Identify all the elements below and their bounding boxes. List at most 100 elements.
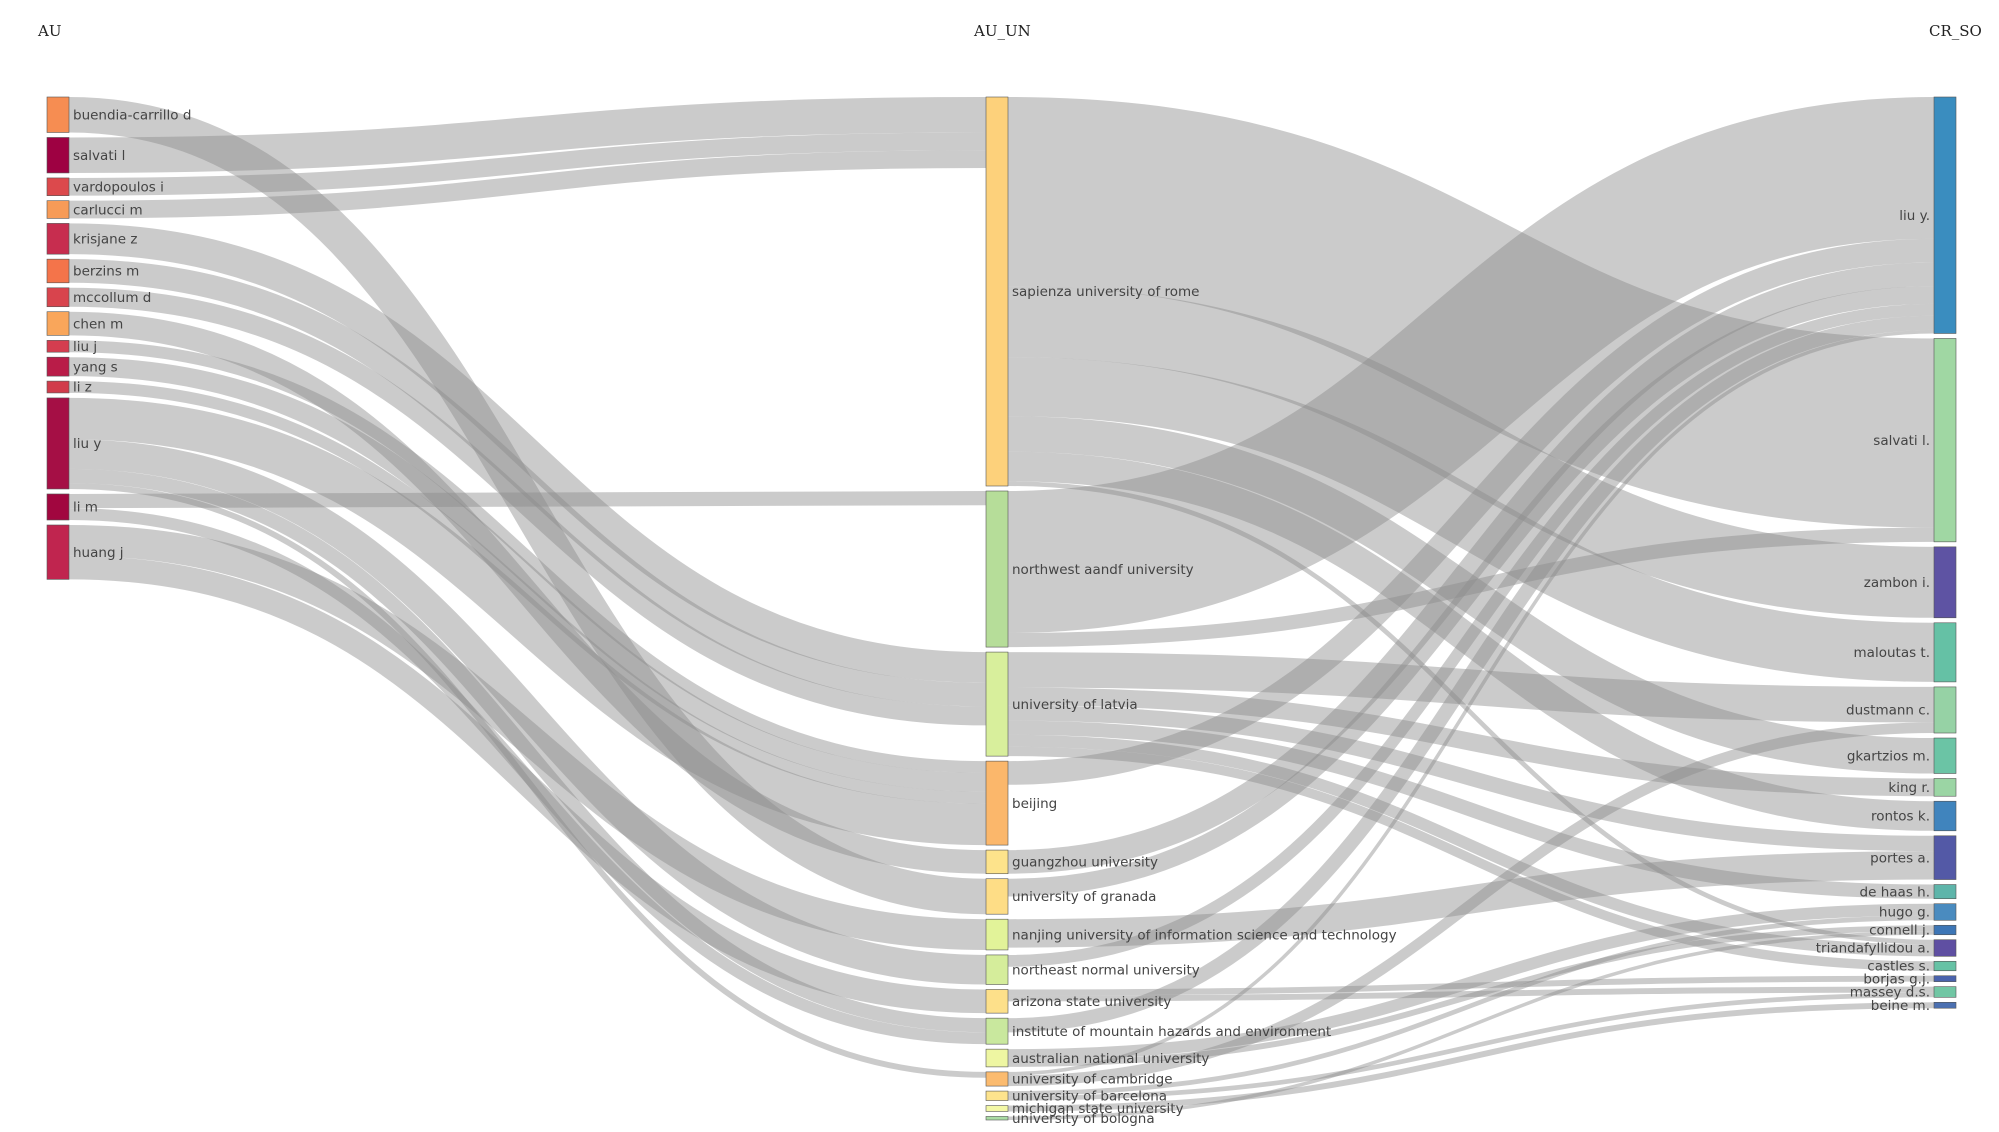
sankey-link[interactable] [1007,357,1935,682]
sankey-node[interactable] [1933,800,1957,832]
sankey-link[interactable] [68,132,987,196]
sankey-node[interactable] [1933,546,1957,619]
sankey-node[interactable] [1933,686,1957,734]
sankey-node[interactable] [1933,622,1957,683]
sankey-link[interactable] [1007,286,1935,618]
sankey-node[interactable] [985,760,1009,846]
sankey-link[interactable] [1007,481,1935,945]
sankey-link[interactable] [1007,286,1935,897]
sankey-link[interactable] [1007,975,1935,996]
sankey-link[interactable] [1007,931,1935,1121]
sankey-node[interactable] [1933,903,1957,921]
sankey-node[interactable] [985,1105,1009,1112]
sankey-node[interactable] [46,493,70,521]
sankey-link[interactable] [1007,734,1935,957]
sankey-link[interactable] [68,397,987,846]
sankey-node[interactable] [1933,975,1957,982]
sankey-link[interactable] [68,287,987,726]
sankey-link[interactable] [1007,992,1935,1101]
sankey-node[interactable] [985,989,1009,1014]
sankey-node[interactable] [46,397,70,490]
sankey-link[interactable] [1007,851,1935,948]
sankey-link[interactable] [1007,97,1935,633]
sankey-link[interactable] [1007,416,1935,774]
sankey-node[interactable] [46,340,70,353]
sankey-link[interactable] [1007,746,1935,971]
node-label: salvati l. [1873,433,1930,449]
node-label: northeast normal university [1012,962,1200,978]
sankey-node[interactable] [985,954,1009,985]
sankey-node[interactable] [1933,924,1957,936]
sankey-link[interactable] [1007,262,1935,874]
sankey-node[interactable] [46,311,70,336]
sankey-link[interactable] [68,555,987,1014]
sankey-link[interactable] [1007,315,1935,1033]
sankey-node[interactable] [985,849,1009,875]
sankey-link[interactable] [1007,925,1935,1067]
sankey-link[interactable] [1007,722,1935,1087]
sankey-node[interactable] [1933,737,1957,774]
sankey-node[interactable] [46,96,70,133]
sankey-link[interactable] [1007,238,1935,785]
sankey-link[interactable] [1007,527,1935,648]
sankey-node[interactable] [46,287,70,308]
sankey-node[interactable] [985,878,1009,915]
sankey-link[interactable] [1007,97,1935,528]
sankey-node[interactable] [1933,96,1957,334]
sankey-link[interactable] [1007,652,1935,723]
sankey-link[interactable] [68,259,987,707]
sankey-link[interactable] [68,491,987,509]
sankey-link[interactable] [1007,329,1935,1076]
sankey-node[interactable] [985,490,1009,648]
sankey-node[interactable] [1933,960,1957,972]
sankey-link[interactable] [68,524,987,950]
sankey-link[interactable] [1007,687,1935,797]
sankey-link[interactable] [1007,451,1935,831]
sankey-link[interactable] [68,97,987,173]
node-label: vardopoulos i [73,180,164,196]
sankey-link[interactable] [68,508,987,1045]
sankey-node[interactable] [1933,884,1957,900]
sankey-node[interactable] [1933,338,1957,543]
sankey-link[interactable] [1007,903,1935,1061]
sankey-link[interactable] [1007,1002,1935,1112]
sankey-node[interactable] [985,918,1009,951]
sankey-link[interactable] [1007,986,1935,1002]
sankey-link[interactable] [1007,705,1935,852]
sankey-node[interactable] [1933,835,1957,880]
sankey-node[interactable] [1933,778,1957,797]
sankey-node[interactable] [46,258,70,284]
sankey-link[interactable] [1007,720,1935,899]
sankey-link[interactable] [1007,915,1935,1096]
sankey-node[interactable] [1933,986,1957,998]
sankey-link[interactable] [68,468,987,1033]
sankey-link[interactable] [68,340,987,773]
sankey-link[interactable] [68,150,987,219]
sankey-node[interactable] [985,96,1009,487]
sankey-link[interactable] [68,97,987,915]
sankey-link[interactable] [68,311,987,874]
sankey-node[interactable] [46,223,70,255]
node-label: beijing [1012,796,1057,812]
sankey-node[interactable] [985,1071,1009,1087]
sankey-link[interactable] [68,439,987,985]
sankey-node[interactable] [985,1090,1009,1101]
sankey-node[interactable] [985,1048,1009,1068]
sankey-node[interactable] [985,1017,1009,1045]
sankey-link[interactable] [68,381,987,804]
sankey-node[interactable] [985,1116,1009,1121]
sankey-node[interactable] [46,380,70,394]
sankey-link[interactable] [68,357,987,792]
sankey-node[interactable] [46,137,70,174]
node-label: northwest aandf university [1012,562,1194,578]
sankey-node[interactable] [46,200,70,219]
sankey-link[interactable] [1007,303,1935,967]
sankey-node[interactable] [1933,1002,1957,1009]
sankey-link[interactable] [68,223,987,683]
sankey-node[interactable] [46,524,70,580]
sankey-node[interactable] [46,356,70,377]
sankey-node[interactable] [46,177,70,196]
sankey-link[interactable] [68,483,987,1078]
sankey-node[interactable] [985,651,1009,757]
sankey-node[interactable] [1933,939,1957,957]
